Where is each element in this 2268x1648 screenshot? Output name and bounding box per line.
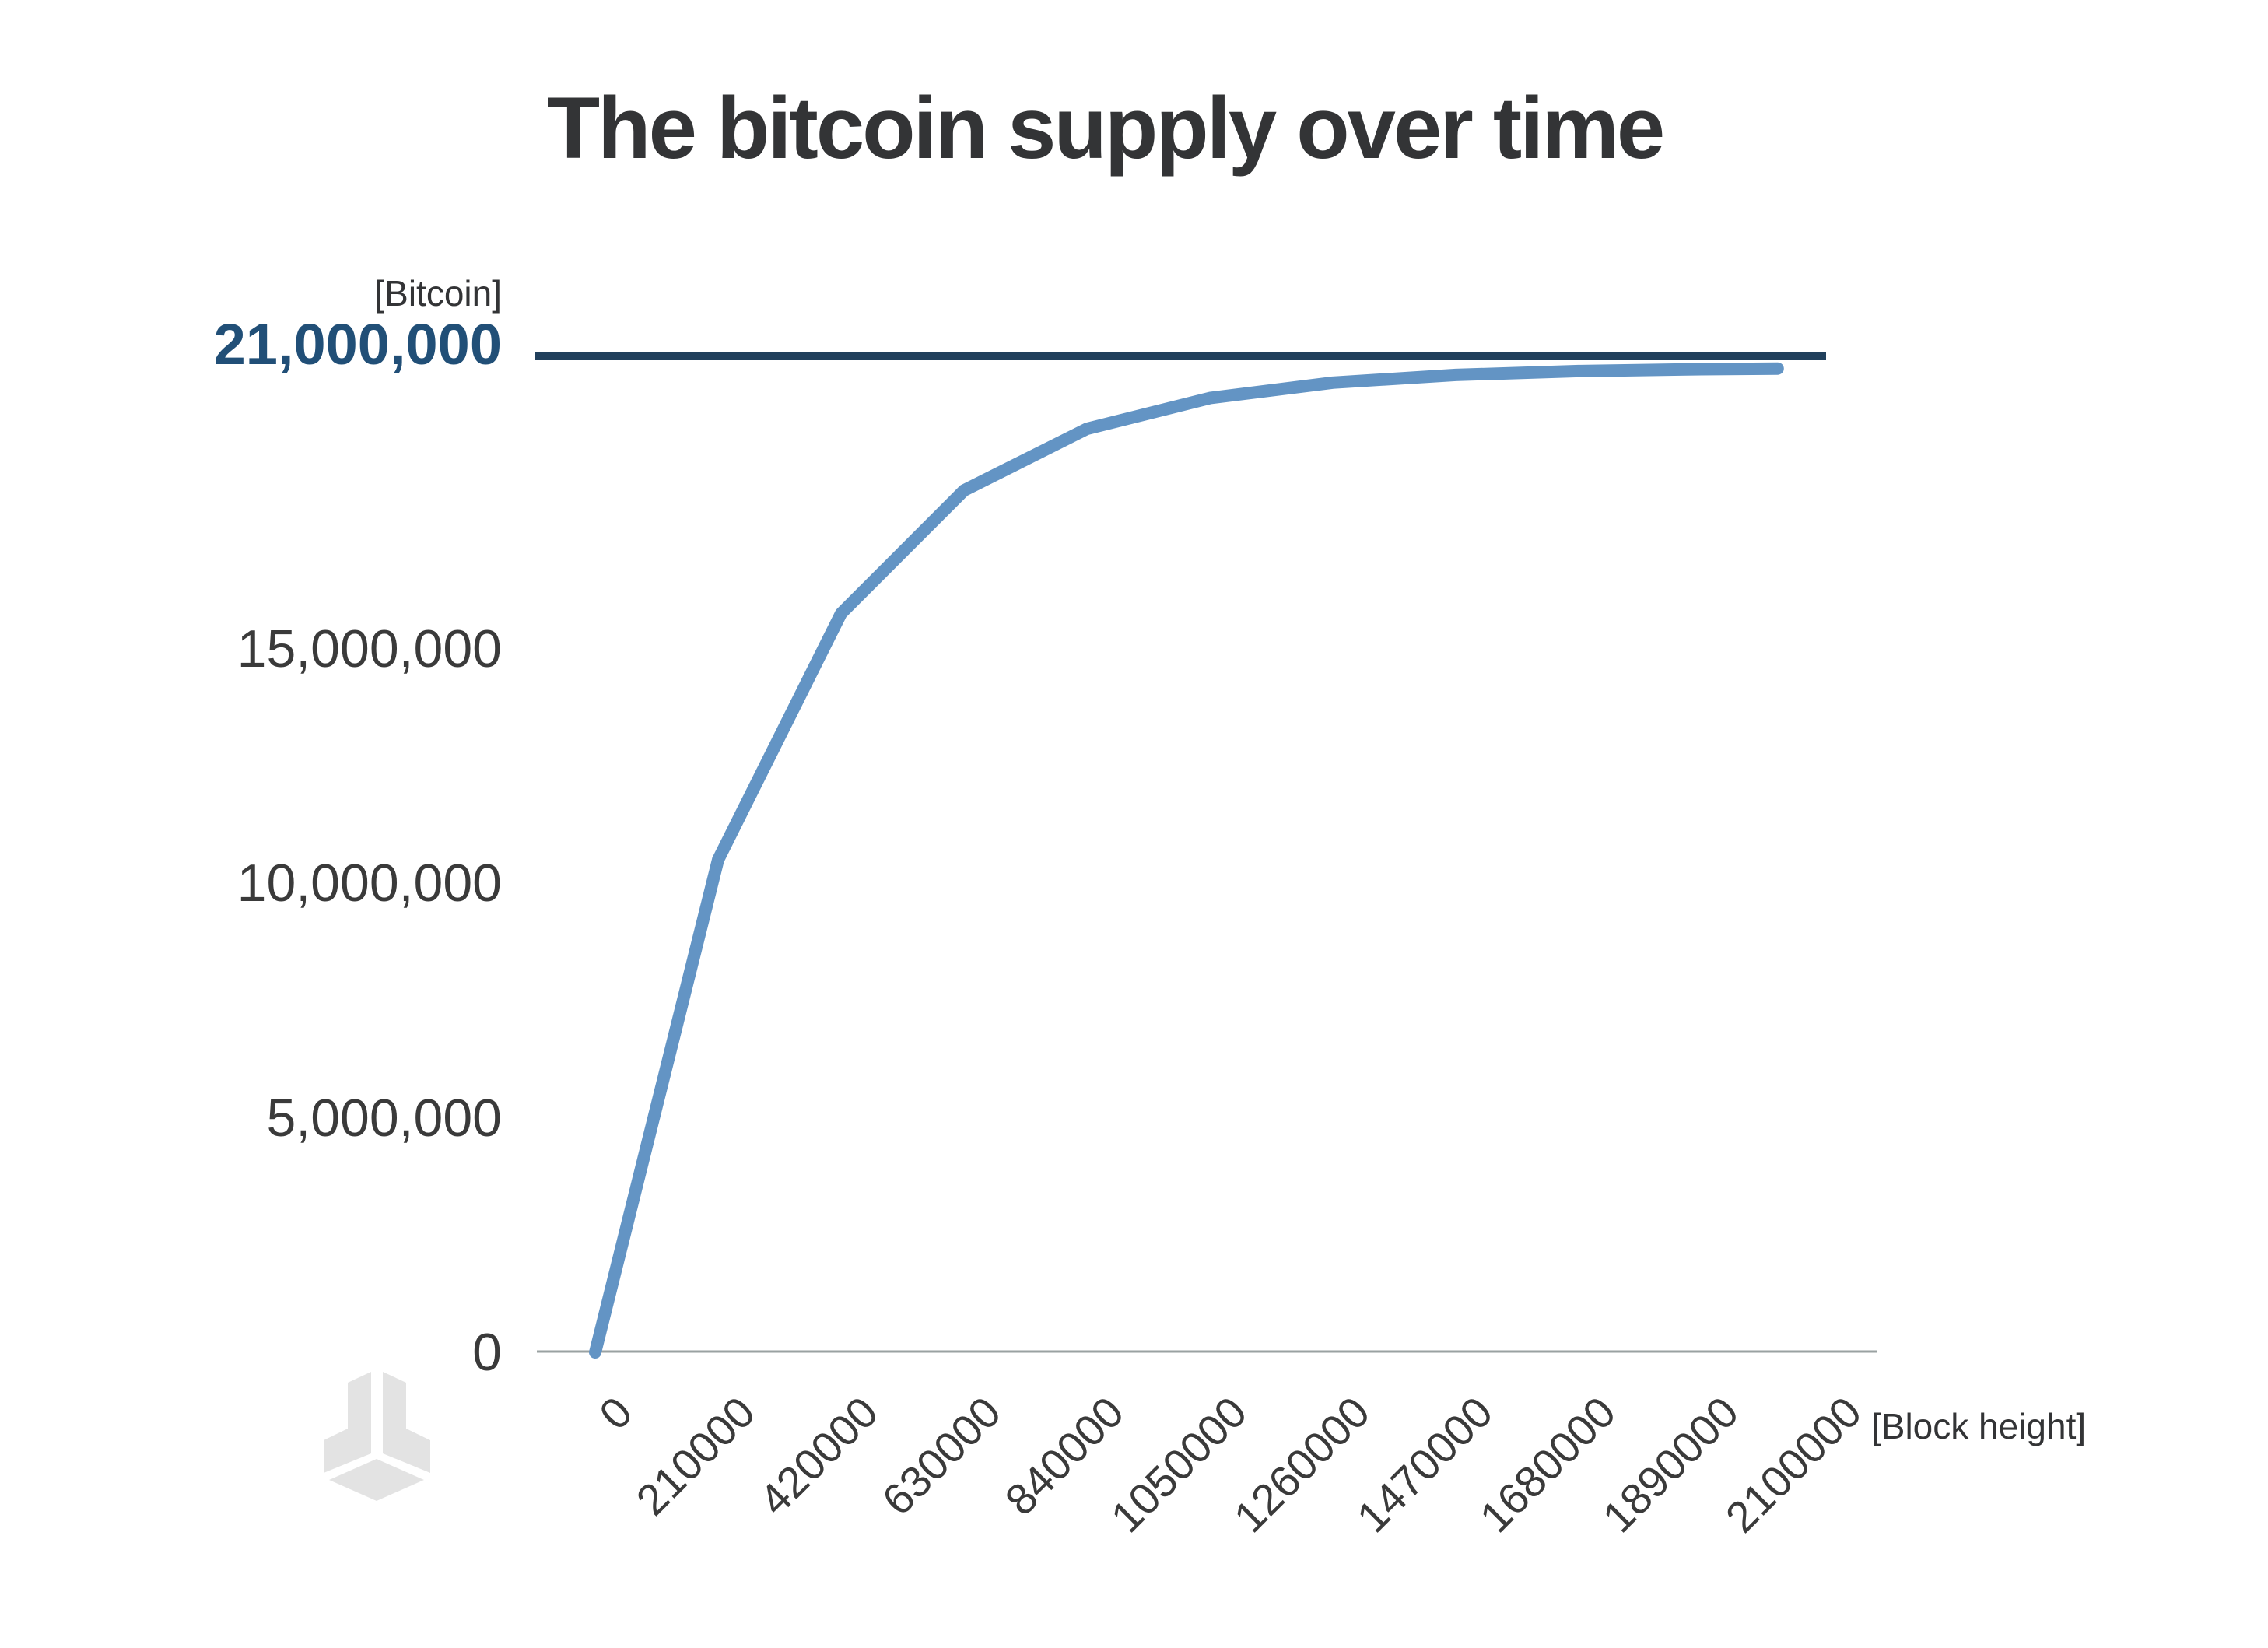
y-tick-label: 5,000,000: [266, 1088, 502, 1148]
logo-left-arm: [324, 1372, 371, 1473]
logo-diamond-face: [329, 1459, 424, 1501]
y-tick-label: 15,000,000: [237, 619, 502, 678]
y-axis-unit-label: [Bitcoin]: [374, 273, 502, 314]
block-cube-logo: [324, 1372, 430, 1501]
supply-curve: [589, 362, 1784, 1359]
chart-title: The bitcoin supply over time: [546, 79, 1665, 177]
y-tick-label: 10,000,000: [237, 854, 502, 913]
y-tick-label: 0: [472, 1323, 502, 1382]
logo-right-arm: [383, 1372, 430, 1473]
y-axis-max-tick-label: 21,000,000: [213, 312, 502, 377]
x-axis-unit-label: [Block height]: [1871, 1406, 2087, 1446]
